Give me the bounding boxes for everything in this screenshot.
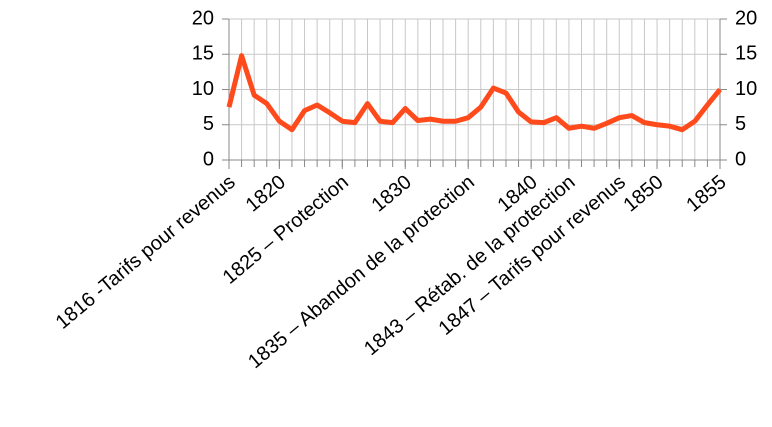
y-tick-label: 0 [203,148,214,170]
y2-tick-label: 20 [735,7,757,29]
y-tick-label: 5 [203,113,214,135]
x-tick-label: 1850 [619,171,667,216]
y2-tick-label: 5 [735,113,746,135]
x-tick-label: 1855 [682,171,730,216]
y2-tick-label: 0 [735,148,746,170]
y-tick-label: 10 [192,78,214,100]
y2-tick-label: 10 [735,78,757,100]
y-tick-label: 20 [192,7,214,29]
line-series [226,53,722,133]
x-tick-label: 1830 [368,171,416,216]
y-tick-label: 15 [192,43,214,65]
x-tick-label: 1820 [242,171,290,216]
x-tick-label: 1816 -Tarifs pour revenus [52,171,240,334]
y2-tick-label: 15 [735,43,757,65]
